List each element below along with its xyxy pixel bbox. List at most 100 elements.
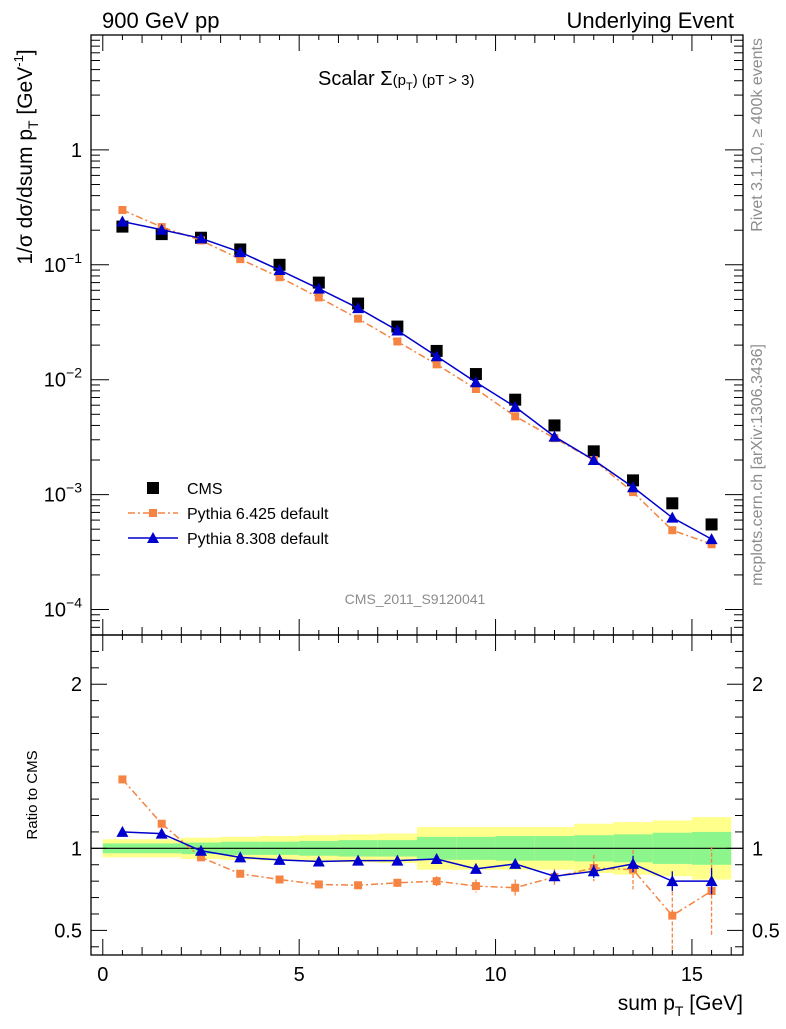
data-point-pythia8: [234, 246, 247, 258]
ratio-y-tick-label: 2: [71, 674, 82, 696]
legend-label: Pythia 8.308 default: [187, 531, 329, 548]
ratio-y-tick-label-right: 2: [752, 674, 763, 696]
main-y-tick-label: 10−2: [44, 365, 82, 392]
data-point-pythia8: [352, 302, 365, 314]
ratio-point-pythia8: [234, 851, 247, 863]
ratio-point-pythia8: [155, 827, 168, 839]
main-panel: [116, 205, 718, 549]
ratio-point-pythia8: [430, 853, 443, 864]
data-point-pythia6: [432, 360, 441, 369]
ratio-point-pythia8: [469, 862, 482, 874]
ratio-point-pythia8: [116, 825, 129, 837]
ratio-point-pythia8: [587, 865, 600, 877]
data-point-pythia8: [312, 282, 325, 294]
data-point-pythia8: [430, 350, 443, 362]
data-point-pythia6: [354, 314, 363, 323]
data-point-pythia6: [118, 205, 127, 214]
ratio-point-pythia8: [194, 844, 207, 856]
main-y-tick-label: 10−3: [44, 480, 82, 507]
data-point-pythia8: [273, 264, 286, 276]
ratio-point-pythia6: [196, 853, 205, 862]
ratio-point-pythia6: [432, 877, 441, 886]
ratio-point-pythia8: [391, 854, 404, 866]
rivet-label: Rivet 3.1.10, ≥ 400k events: [749, 38, 766, 232]
data-point-cms: [587, 445, 600, 458]
legend: CMS Pythia 6.425 default Pythia 8.308 defa…: [128, 481, 329, 548]
ratio-line-0: [121, 778, 712, 917]
ratio-point-pythia8: [666, 875, 679, 887]
ratio-point-pythia8: [548, 870, 561, 882]
ratio-point-pythia6: [236, 869, 245, 878]
ratio-point-pythia6: [314, 880, 323, 889]
data-point-pythia8: [469, 376, 482, 388]
data-point-pythia6: [707, 540, 716, 549]
main-ylabel: 1/σ dσ/dsum pT [GeV-1]: [11, 49, 41, 264]
data-point-pythia8: [116, 215, 129, 227]
data-point-pythia6: [511, 412, 520, 421]
ratio-point-pythia8: [273, 853, 286, 865]
ratio-line-1: [122, 831, 712, 882]
ratio-point-pythia6: [275, 875, 284, 884]
x-axis-label: sum pT [GeV]: [618, 992, 743, 1019]
data-point-pythia6: [314, 293, 323, 302]
ratio-frame: [90, 634, 744, 956]
x-tick-label: 5: [294, 964, 305, 986]
data-point-cms: [627, 474, 640, 487]
data-point-cms: [548, 419, 561, 432]
ratio-point-pythia8: [627, 857, 640, 869]
data-point-pythia8: [391, 324, 404, 336]
analysis-watermark: CMS_2011_S9120041: [345, 591, 486, 607]
data-point-pythia8: [627, 481, 640, 493]
x-tick-label: 0: [97, 964, 108, 986]
data-point-pythia8: [155, 223, 168, 235]
ratio-ylabel: Ratio to CMS: [24, 750, 41, 839]
ratio-y-tick-label-right: 1: [752, 838, 763, 860]
mcplots-label: mcplots.cern.ch [arXiv:1306.3436]: [749, 344, 766, 586]
ratio-point-pythia8: [509, 857, 522, 869]
data-point-cms: [509, 393, 522, 406]
data-point-pythia6: [236, 255, 245, 264]
data-point-pythia8: [705, 533, 718, 545]
data-point-pythia6: [275, 273, 284, 282]
ratio-panel: [91, 775, 743, 952]
data-point-pythia6: [393, 337, 402, 346]
main-line-2: [122, 220, 712, 540]
x-tick-label: 15: [681, 964, 703, 986]
ratio-y-tick-label-right: 0.5: [752, 920, 780, 942]
ratio-point-pythia6: [118, 775, 127, 784]
legend-label: CMS: [187, 481, 223, 498]
data-point-pythia6: [668, 526, 677, 535]
ratio-point-pythia6: [511, 883, 520, 892]
header-right: Underlying Event: [566, 8, 734, 33]
ratio-point-pythia6: [471, 882, 480, 891]
main-line-1: [122, 209, 712, 545]
data-point-pythia6: [471, 385, 480, 394]
ratio-point-pythia8: [352, 854, 365, 866]
plot-title: Scalar Σ(pT) (pT > 3): [318, 68, 475, 93]
ratio-point-pythia8: [312, 855, 325, 867]
main-y-tick-label: 10−4: [44, 595, 82, 622]
data-point-pythia8: [548, 430, 561, 442]
main-y-tick-label: 1: [71, 140, 82, 162]
data-point-pythia8: [194, 232, 207, 244]
ratio-point-pythia6: [393, 878, 402, 887]
data-point-cms: [705, 518, 718, 531]
header-left: 900 GeV pp: [102, 8, 219, 33]
ratio-point-pythia6: [354, 881, 363, 890]
ratio-y-tick-label: 1: [71, 838, 82, 860]
data-point-cms: [469, 368, 482, 381]
legend-marker-pythia6: [149, 509, 157, 517]
legend-label: Pythia 6.425 default: [187, 506, 329, 523]
ratio-point-pythia8: [705, 875, 718, 887]
x-tick-label: 10: [484, 964, 506, 986]
data-point-cms: [666, 497, 679, 510]
ratio-point-pythia6: [157, 819, 166, 828]
ratio-point-pythia6: [668, 911, 677, 920]
data-point-pythia8: [587, 454, 600, 466]
legend-marker-cms: [147, 482, 159, 494]
data-point-pythia8: [509, 400, 522, 412]
legend-marker-pythia8: [147, 532, 159, 543]
axes-frames: 0 5 10 15 1 10−1 10−2 10−3 10−4 0.5 0.5 1 1 2 2: [44, 34, 780, 986]
